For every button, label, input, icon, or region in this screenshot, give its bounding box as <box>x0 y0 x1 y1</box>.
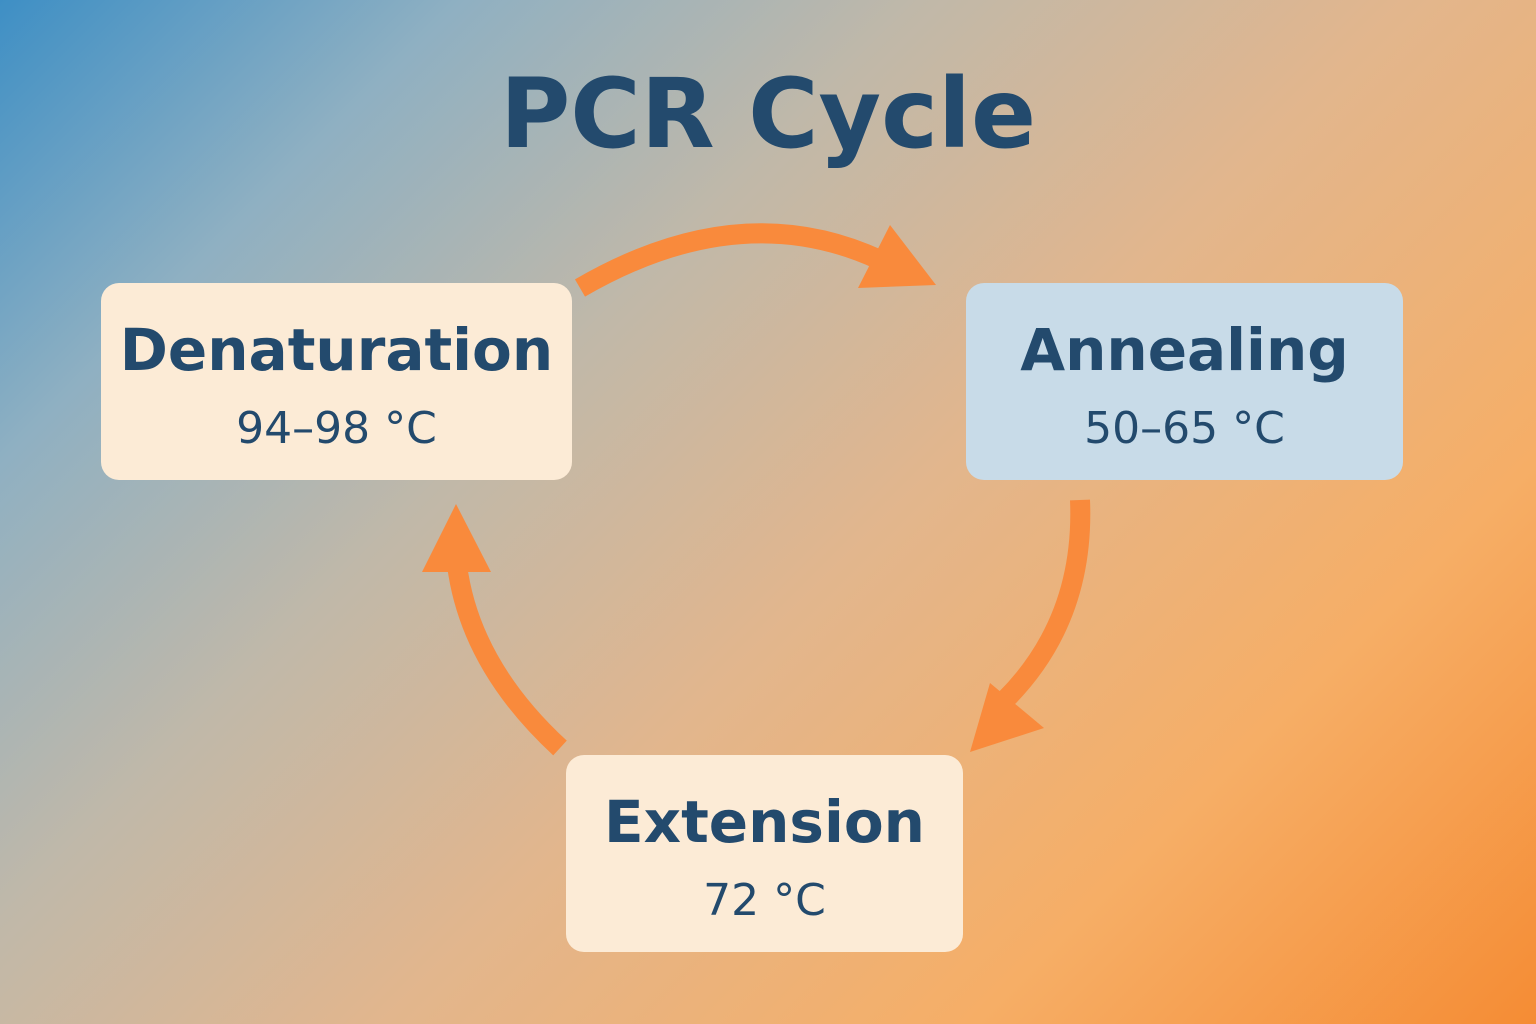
step-temperature: 72 °C <box>703 875 826 926</box>
step-box-annealing: Annealing 50–65 °C <box>966 283 1403 480</box>
step-name: Denaturation <box>119 316 554 384</box>
arrow-denaturation-to-annealing <box>574 223 936 297</box>
arrow-extension-to-denaturation <box>422 504 567 756</box>
step-box-denaturation: Denaturation 94–98 °C <box>101 283 572 480</box>
arrow-annealing-to-extension <box>970 499 1091 752</box>
step-box-extension: Extension 72 °C <box>566 755 963 952</box>
page-title: PCR Cycle <box>499 58 1037 170</box>
step-name: Annealing <box>1020 316 1349 384</box>
step-temperature: 94–98 °C <box>236 403 437 454</box>
step-name: Extension <box>604 788 925 856</box>
step-temperature: 50–65 °C <box>1084 403 1285 454</box>
